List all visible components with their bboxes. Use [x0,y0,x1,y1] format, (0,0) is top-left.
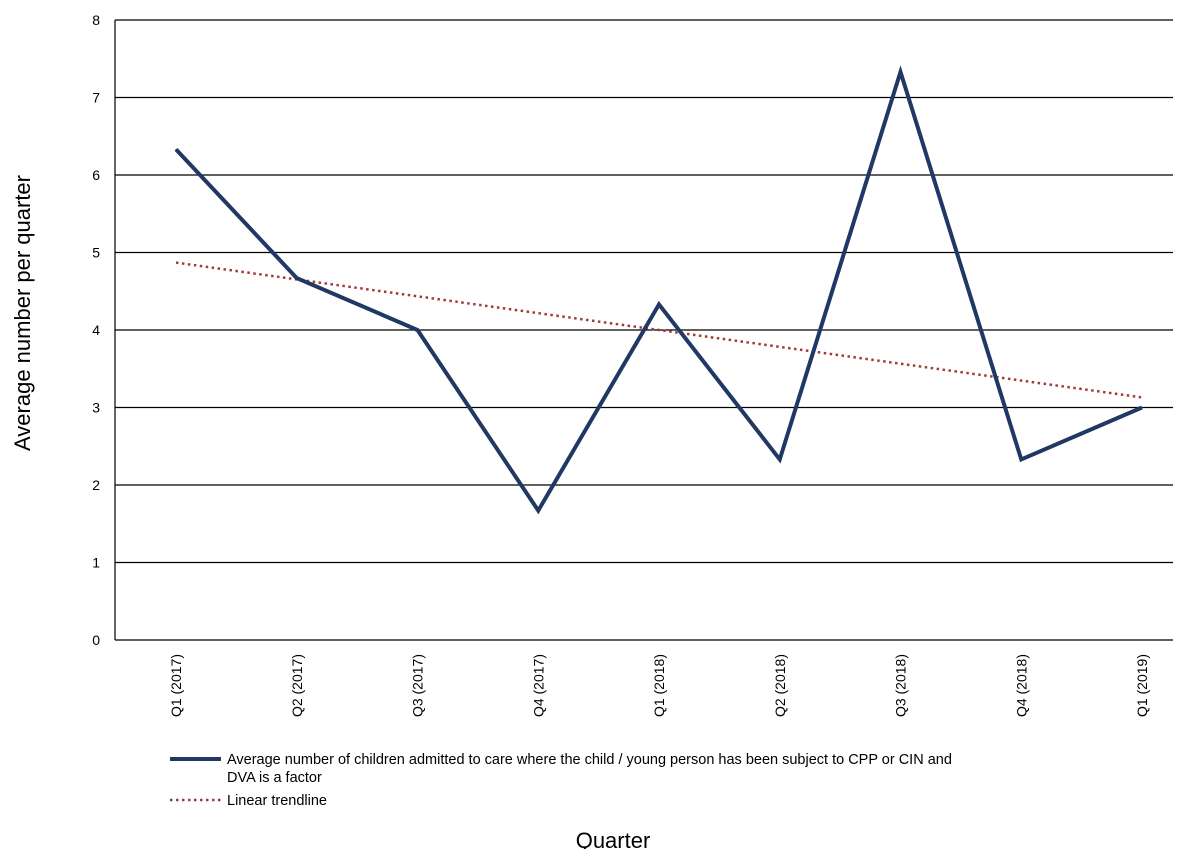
data-point [537,510,539,512]
x-tick-label: Q3 (2018) [893,654,909,717]
y-tick-label: 6 [92,167,100,183]
y-tick-label: 8 [92,12,100,28]
data-point [296,277,298,279]
x-tick-label: Q4 (2017) [530,654,546,717]
x-tick-label: Q1 (2017) [168,654,184,717]
legend: Average number of children admitted to c… [170,752,952,809]
y-tick-label: 4 [92,322,100,338]
y-tick-label: 2 [92,477,100,493]
data-point [1141,407,1143,408]
data-point [779,458,781,460]
x-tick-label: Q2 (2017) [289,654,305,717]
data-point [175,148,177,150]
legend-label-series-line1: Average number of children admitted to c… [227,752,952,768]
y-tick-label: 3 [92,400,100,416]
data-point [417,329,418,331]
y-axis-title: Average number per quarter [10,175,35,451]
x-axis-title: Quarter [576,828,651,849]
data-point [1020,458,1022,460]
data-point [900,71,901,73]
x-tick-label: Q3 (2017) [410,654,426,717]
y-tick-label: 7 [92,90,100,106]
y-tick-label: 1 [92,555,100,571]
series-line-average-children [174,65,1143,515]
x-tick-labels: Q1 (2017) Q2 (2017) Q3 (2017) Q4 (2017) Q1 (… [168,654,1150,717]
trendline [175,261,1143,399]
x-tick-label: Q1 (2018) [651,654,667,717]
series-layer [174,65,1143,515]
data-point [658,303,660,305]
legend-label-series-line2: DVA is a factor [227,770,322,786]
y-tick-label: 5 [92,245,100,261]
y-tick-labels: 0 1 2 3 4 5 6 7 8 [92,12,100,648]
x-tick-label: Q2 (2018) [772,654,788,717]
x-tick-label: Q1 (2019) [1134,654,1150,717]
x-tick-label: Q4 (2018) [1013,654,1029,717]
y-tick-label: 0 [92,632,100,648]
legend-label-trendline: Linear trendline [227,793,327,809]
